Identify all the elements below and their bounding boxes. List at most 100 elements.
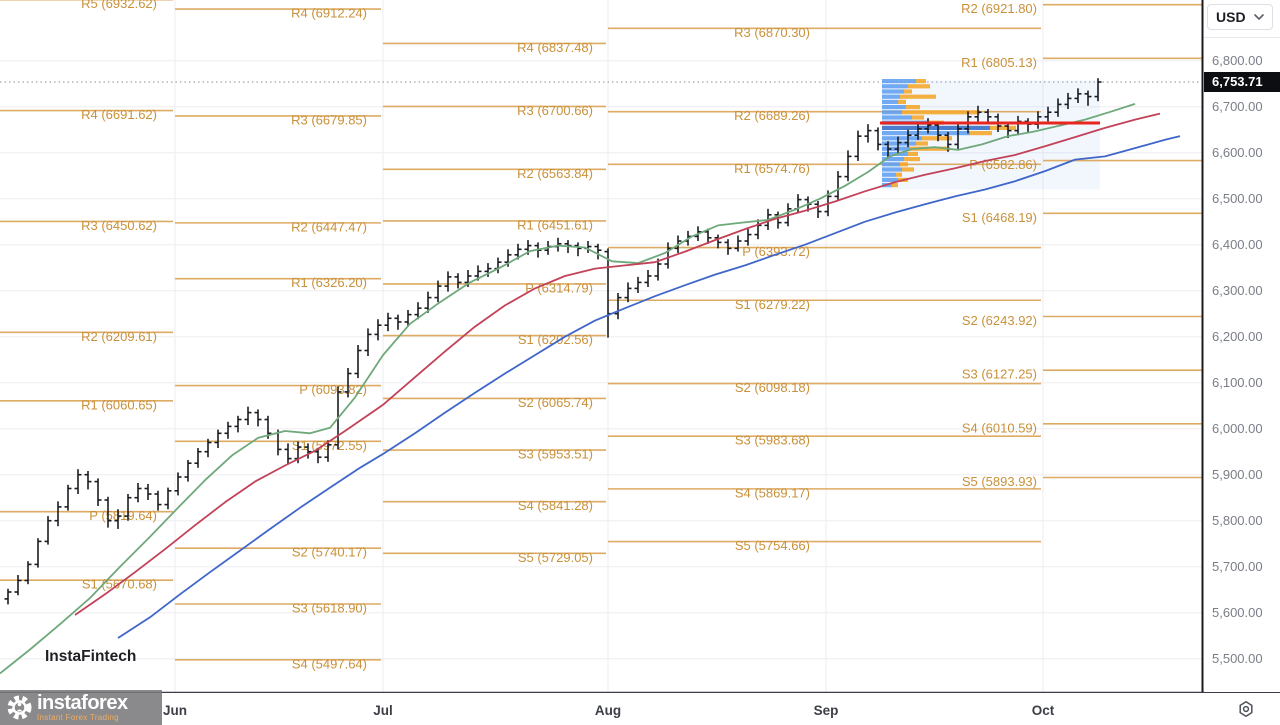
volume-profile-bar-sell: [910, 146, 950, 151]
pivot-label-aug-sep: S4 (5869.17): [735, 485, 810, 500]
volume-profile-bar-sell: [922, 136, 952, 141]
pivot-label-jul: P (6314.79): [525, 280, 593, 295]
pivot-label-jun: R3 (6679.85): [291, 112, 367, 127]
price-tick-label: 5,800.00: [1212, 512, 1263, 528]
month-label-jun: Jun: [162, 703, 188, 718]
price-tick-label: 6,700.00: [1212, 98, 1263, 114]
pivot-label-jun: R1 (6326.20): [291, 275, 367, 290]
volume-profile-bar-buy: [882, 141, 916, 146]
pivot-label-jun: S4 (5497.64): [292, 656, 367, 671]
pivot-label-oct: P (6582.86): [969, 157, 1037, 172]
price-axis[interactable]: USD 6,800.00 6,700.00 6,600.00 6,500.00 6,40…: [1204, 0, 1280, 692]
pivot-label-may: P (5819.64): [89, 508, 157, 523]
pivot-label-jul: S1 (6202.56): [518, 332, 593, 347]
volume-profile-bar-sell: [908, 151, 918, 156]
pivot-label-aug-sep: R3 (6870.30): [734, 25, 810, 40]
pivot-label-may: R2 (6209.61): [81, 329, 157, 344]
volume-profile-bar-buy: [882, 89, 904, 94]
volume-profile-bar-sell: [896, 172, 902, 177]
pivot-label-oct: R2 (6921.80): [961, 1, 1037, 16]
month-label-jul: Jul: [373, 703, 393, 718]
volume-profile-bar-sell: [906, 105, 920, 110]
volume-profile-bar-sell: [898, 99, 906, 104]
volume-profile-bar-buy: [882, 115, 912, 120]
instafintech-watermark: InstaFintech: [45, 648, 137, 665]
pivot-label-aug-sep: R1 (6574.76): [734, 161, 810, 176]
pivot-label-may: R3 (6450.62): [81, 218, 157, 233]
volume-profile-bar-buy: [882, 167, 902, 172]
pivot-label-aug-sep: S2 (6098.18): [735, 380, 810, 395]
volume-profile-bar-sell: [902, 110, 980, 115]
pivot-label-jun: R4 (6912.24): [291, 6, 367, 21]
price-tick-label: 6,200.00: [1212, 328, 1263, 344]
volume-profile-bar-sell: [892, 183, 898, 188]
ma-fast-green-line: [0, 103, 1136, 675]
volume-profile-bar-buy: [882, 172, 896, 177]
volume-profile-bar-buy: [882, 105, 906, 110]
volume-profile-bar-sell: [912, 115, 924, 120]
volume-profile-bar-buy: [882, 125, 990, 130]
pivot-label-may: R1 (6060.65): [81, 397, 157, 412]
volume-profile-bar-buy: [882, 99, 898, 104]
pivot-label-oct: S5 (5893.93): [962, 474, 1037, 489]
pivot-label-jun: R2 (6447.47): [291, 219, 367, 234]
pivot-label-oct: S2 (6243.92): [962, 313, 1037, 328]
price-tick-label: 6,500.00: [1212, 190, 1263, 206]
pivot-label-jul: R2 (6563.84): [517, 166, 593, 181]
settings-gear-icon[interactable]: [1237, 700, 1255, 718]
price-tick-label: 5,700.00: [1212, 558, 1263, 574]
last-price-badge: 6,753.71: [1204, 71, 1280, 92]
pivot-label-may: R5 (6932.62): [81, 0, 157, 11]
ma-mid-crimson-line: [74, 112, 1161, 616]
price-tick-label: 5,600.00: [1212, 604, 1263, 620]
pivot-label-jul: S5 (5729.05): [518, 550, 593, 565]
pivot-label-aug-sep: S5 (5754.66): [735, 538, 810, 553]
volume-profile-bar-buy: [882, 177, 898, 182]
volume-profile-bar-sell: [908, 84, 930, 89]
volume-profile-bar-buy: [882, 79, 916, 84]
currency-dropdown[interactable]: USD: [1207, 4, 1273, 30]
price-tick-label: 6,300.00: [1212, 282, 1263, 298]
pivot-label-aug-sep: S3 (5983.68): [735, 433, 810, 448]
axis-separator: [1204, 37, 1280, 38]
pivot-label-oct: S4 (6010.59): [962, 420, 1037, 435]
pivot-label-jul: S3 (5953.51): [518, 447, 593, 462]
month-label-sep: Sep: [813, 703, 839, 718]
pivot-label-jun: S3 (5618.90): [292, 601, 367, 616]
price-tick-label: 6,800.00: [1212, 52, 1263, 68]
volume-profile-bar-sell: [902, 167, 914, 172]
price-tick-label: 6,600.00: [1212, 144, 1263, 160]
pivot-label-jun: P (6093.82): [299, 382, 367, 397]
volume-profile-bar-buy: [882, 84, 908, 89]
volume-profile-bar-sell: [970, 131, 992, 136]
chevron-down-icon: [1254, 14, 1264, 20]
pivot-label-oct: S1 (6468.19): [962, 210, 1037, 225]
pivot-label-jul: S4 (5841.28): [518, 498, 593, 513]
price-tick-label: 6,000.00: [1212, 420, 1263, 436]
time-axis[interactable]: Jun Jul Aug Sep Oct: [0, 693, 1280, 725]
pivot-label-jul: R4 (6837.48): [517, 40, 593, 55]
instaforex-logo-subtext: Instant Forex Trading: [37, 713, 119, 722]
instaforex-logo: instaforex Instant Forex Trading: [0, 690, 162, 725]
volume-profile-bar-sell: [904, 157, 920, 162]
price-tick-label: 6,100.00: [1212, 374, 1263, 390]
currency-label: USD: [1216, 9, 1246, 25]
pivot-label-jul: S2 (6065.74): [518, 395, 593, 410]
pivot-label-jun: S2 (5740.17): [292, 545, 367, 560]
month-label-oct: Oct: [1031, 703, 1055, 718]
price-tick-label: 5,900.00: [1212, 466, 1263, 482]
price-tick-label: 6,400.00: [1212, 236, 1263, 252]
volume-profile-bar-buy: [882, 131, 970, 136]
volume-profile-bar-buy: [882, 162, 900, 167]
volume-profile-bar-sell: [904, 89, 912, 94]
volume-profile-bar-buy: [882, 157, 904, 162]
month-label-aug: Aug: [594, 703, 622, 718]
volume-profile-bar-sell: [916, 79, 926, 84]
pivot-label-may: R4 (6691.62): [81, 107, 157, 122]
pivot-label-aug-sep: R2 (6689.26): [734, 108, 810, 123]
instaforex-gear-icon: [7, 695, 32, 720]
instaforex-logo-text: instaforex: [37, 692, 128, 714]
pivot-label-oct: S3 (6127.25): [962, 367, 1037, 382]
